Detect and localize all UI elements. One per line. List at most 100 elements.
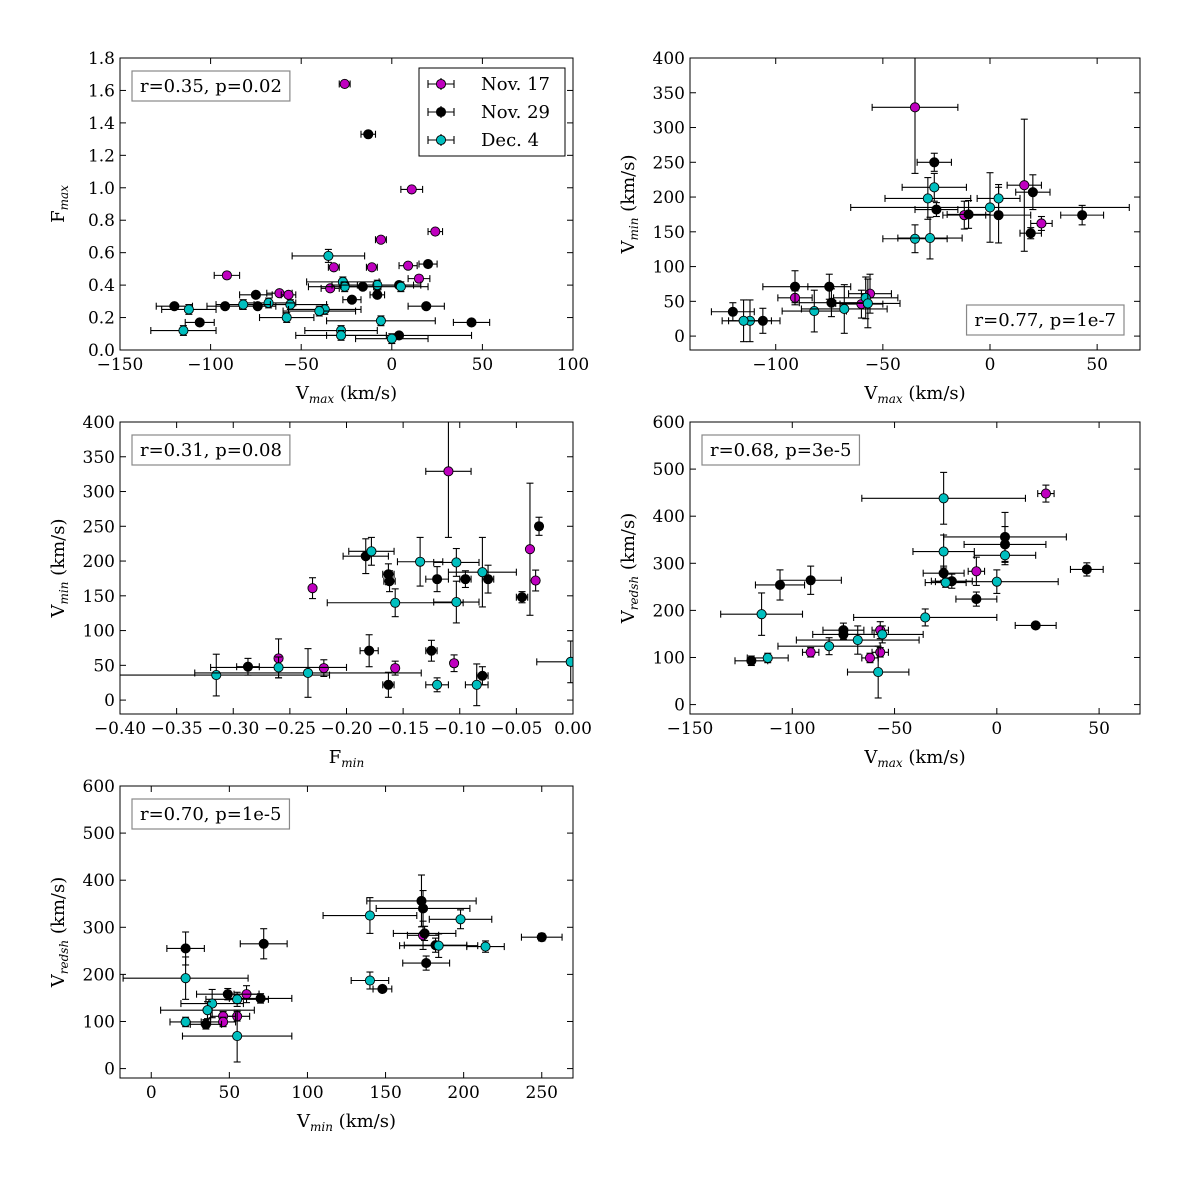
x-tick-label: −0.40 — [94, 719, 146, 739]
axes-frame — [119, 57, 574, 351]
data-point — [798, 288, 865, 318]
y-tick-label: 300 — [653, 554, 685, 574]
marker-nov-29 — [258, 938, 269, 949]
data-point — [710, 302, 755, 322]
marker-dec-4 — [922, 193, 933, 204]
data-point — [452, 317, 491, 328]
legend-label: Dec. 4 — [481, 130, 539, 151]
x-tick-label: −50 — [877, 719, 913, 739]
data-point — [359, 634, 379, 668]
x-tick-label: −0.25 — [264, 719, 316, 739]
data-point — [447, 536, 517, 608]
x-tick-label: −100 — [187, 355, 234, 375]
data-layer — [150, 78, 491, 345]
marker-nov-29 — [466, 317, 477, 328]
data-point — [392, 925, 457, 942]
marker-dec-4 — [909, 233, 921, 244]
data-point — [239, 928, 288, 960]
x-axis-label: Vmin (km/s) — [296, 1111, 396, 1134]
x-tick-label: 150 — [369, 1083, 401, 1103]
marker-nov-29 — [417, 903, 429, 914]
x-tick-label: 0 — [146, 1083, 157, 1103]
x-tick-label: 50 — [472, 355, 494, 375]
marker-dec-4 — [285, 299, 296, 310]
data-point — [946, 199, 991, 229]
data-point — [307, 577, 318, 600]
annotation-text: r=0.31, p=0.08 — [140, 440, 282, 461]
data-point — [213, 270, 241, 281]
data-point — [1014, 620, 1057, 631]
x-tick-label: −150 — [97, 355, 144, 375]
data-point — [427, 226, 444, 237]
y-tick-label: 100 — [653, 648, 685, 668]
data-point — [365, 262, 378, 273]
data-point — [912, 534, 975, 569]
y-tick-label: 200 — [83, 552, 115, 572]
y-tick-label: 0.4 — [88, 276, 115, 296]
data-point — [530, 569, 541, 592]
y-tick-label: 0 — [674, 327, 685, 347]
marker-dec-4 — [991, 576, 1002, 587]
x-tick-label: −0.35 — [151, 719, 203, 739]
legend-marker — [435, 106, 447, 118]
marker-dec-4 — [183, 304, 194, 315]
marker-dec-4 — [938, 493, 949, 504]
marker-nov-17 — [443, 466, 454, 477]
marker-nov-17 — [218, 1016, 229, 1028]
y-tick-label: 0 — [104, 691, 115, 711]
marker-nov-29 — [931, 204, 942, 215]
marker-nov-17 — [430, 226, 441, 237]
marker-dec-4 — [339, 281, 350, 292]
x-tick-label: 50 — [1088, 719, 1110, 739]
data-point — [382, 671, 395, 698]
y-tick-label: 350 — [83, 448, 115, 468]
annotation-box — [131, 70, 291, 102]
x-tick-label: −100 — [752, 355, 799, 375]
axes-frame — [119, 785, 574, 1079]
correlation-annotation: r=0.35, p=0.02 — [131, 70, 291, 102]
y-tick-label: 300 — [83, 483, 115, 503]
marker-dec-4 — [263, 297, 274, 309]
data-point — [1060, 204, 1105, 226]
data-point — [1030, 215, 1053, 231]
data-point — [360, 129, 377, 140]
marker-nov-17 — [530, 575, 541, 586]
data-point — [374, 234, 387, 245]
x-tick-label: 0 — [991, 719, 1002, 739]
marker-nov-29 — [824, 281, 835, 292]
y-tick-label: 600 — [83, 777, 115, 797]
data-point — [850, 172, 1130, 243]
data-point — [746, 652, 789, 664]
marker-nov-29 — [383, 679, 394, 690]
data-point — [307, 281, 382, 293]
marker-nov-17 — [1040, 488, 1051, 499]
marker-dec-4 — [323, 250, 334, 261]
x-tick-label: 0 — [985, 355, 996, 375]
y-tick-label: 150 — [653, 223, 685, 243]
marker-dec-4 — [839, 303, 850, 315]
data-point — [934, 569, 1059, 594]
data-point — [425, 677, 449, 693]
marker-dec-4 — [211, 670, 222, 681]
legend-item: Nov. 29 — [427, 102, 550, 123]
data-point — [433, 580, 480, 624]
y-tick-label: 200 — [653, 188, 685, 208]
data-point — [1069, 562, 1104, 577]
y-tick-label: 250 — [653, 153, 685, 173]
y-tick-label: 350 — [653, 84, 685, 104]
marker-nov-29 — [426, 645, 437, 656]
y-tick-label: 200 — [83, 965, 115, 985]
y-tick-label: 50 — [663, 292, 685, 312]
y-tick-label: 50 — [93, 656, 115, 676]
data-point — [228, 993, 293, 1004]
marker-nov-29 — [372, 289, 383, 300]
marker-dec-4 — [565, 656, 573, 667]
y-tick-label: 500 — [653, 460, 685, 480]
marker-dec-4 — [877, 629, 888, 640]
x-tick-label: 250 — [526, 1083, 558, 1103]
data-point — [355, 333, 429, 345]
marker-nov-17 — [283, 289, 294, 300]
data-point — [882, 224, 948, 254]
data-point — [160, 1001, 255, 1020]
data-point — [449, 654, 460, 673]
